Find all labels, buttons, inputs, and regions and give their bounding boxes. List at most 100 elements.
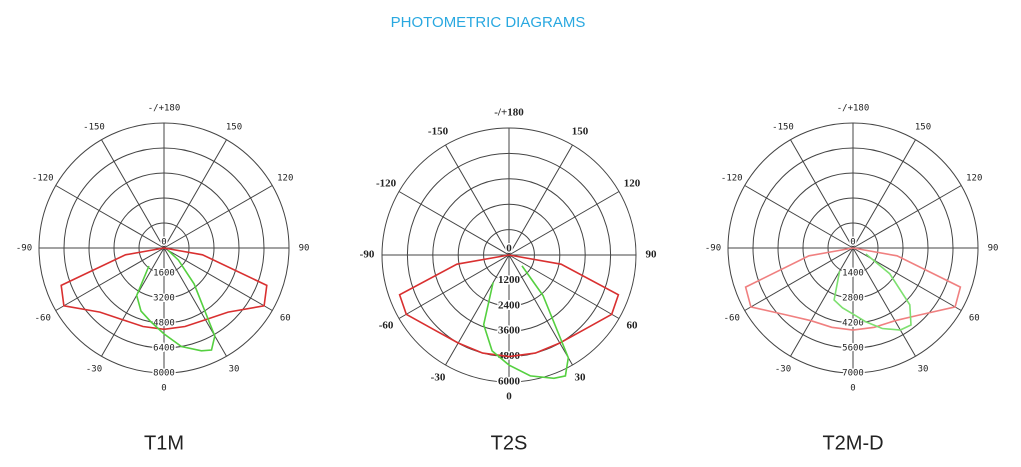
angle-tick-label: -/+180 — [148, 104, 181, 114]
spoke — [508, 254, 620, 319]
angle-tick-label: 90 — [988, 244, 999, 254]
chart-title: T2M-D — [822, 432, 883, 454]
r-tick-label: 2400 — [498, 299, 521, 311]
r-tick-label: 3200 — [153, 294, 175, 304]
r-tick-label: 5600 — [842, 344, 864, 354]
spoke — [101, 139, 165, 249]
angle-tick-label: -120 — [721, 174, 743, 184]
r-tick-label: 8000 — [153, 369, 175, 379]
ring — [777, 172, 929, 324]
angle-tick-label: 0 — [161, 384, 166, 394]
spoke — [852, 185, 962, 249]
spoke — [744, 185, 854, 249]
chart-title: T2S — [491, 432, 528, 454]
ring — [432, 178, 586, 332]
ring — [381, 127, 637, 383]
spoke — [101, 247, 165, 357]
r-tick-label: 0 — [506, 243, 512, 255]
ring — [827, 222, 879, 274]
r-tick-label: 1600 — [153, 269, 175, 279]
polar-chart: -/+180 150 120 90 60 30 0 -30 -60 -90 -120 -150 0 120… — [360, 107, 657, 455]
spoke — [744, 247, 854, 311]
spoke — [852, 139, 916, 249]
angle-tick-label: -120 — [376, 178, 397, 190]
angle-tick-label: -60 — [35, 314, 51, 324]
angle-tick-label: 120 — [277, 174, 293, 184]
r-tick-label: 3600 — [498, 325, 521, 337]
angle-tick-label: 90 — [299, 244, 310, 254]
angle-tick-label: 0 — [850, 384, 855, 394]
r-tick-label: 2800 — [842, 294, 864, 304]
spoke — [163, 247, 227, 357]
curve — [135, 249, 216, 352]
angle-tick-label: 60 — [626, 320, 638, 332]
angle-tick-label: 60 — [969, 314, 980, 324]
angle-tick-label: -120 — [32, 174, 54, 184]
angle-tick-label: -150 — [83, 122, 105, 132]
spoke — [790, 247, 854, 357]
angle-tick-label: 0 — [506, 391, 512, 403]
ring — [63, 147, 265, 349]
angle-tick-label: 30 — [229, 365, 240, 375]
spoke — [852, 247, 916, 357]
spoke — [445, 254, 510, 366]
angle-tick-label: 30 — [575, 372, 587, 384]
r-tick-label: 4800 — [153, 319, 175, 329]
angle-tick-label: -60 — [724, 314, 740, 324]
angle-tick-label: -/+180 — [494, 107, 524, 119]
angle-tick-label: 60 — [280, 314, 291, 324]
angle-tick-label: 150 — [226, 122, 242, 132]
ring — [752, 147, 954, 349]
ring — [138, 222, 190, 274]
spoke — [508, 191, 620, 256]
angle-tick-label: 90 — [646, 249, 658, 261]
angle-tick-label: -150 — [428, 126, 449, 138]
chart-title: T1M — [144, 432, 184, 454]
angle-tick-label: 120 — [624, 178, 641, 190]
page-title: PHOTOMETRIC DIAGRAMS — [391, 14, 586, 31]
curve — [744, 247, 962, 331]
polar-chart: -/+180 150 120 90 60 30 0 -30 -60 -90 -120 -150 0 140… — [705, 104, 999, 455]
r-tick-label: 0 — [850, 238, 855, 248]
angle-tick-label: 30 — [918, 365, 929, 375]
spoke — [55, 185, 165, 249]
angle-tick-label: -90 — [705, 244, 721, 254]
angle-tick-label: -30 — [775, 365, 791, 375]
angle-tick-label: -30 — [86, 365, 102, 375]
r-tick-label: 0 — [161, 238, 166, 248]
angle-tick-label: -30 — [431, 372, 446, 384]
curve — [482, 265, 570, 380]
spoke — [398, 191, 510, 256]
polar-chart: -/+180 150 120 90 60 30 0 -30 -60 -90 -120 -150 0 160… — [16, 104, 310, 455]
ring — [457, 203, 561, 307]
spoke — [508, 144, 573, 256]
r-tick-label: 4200 — [842, 319, 864, 329]
r-tick-label: 1200 — [498, 274, 521, 286]
spoke — [445, 144, 510, 256]
angle-tick-label: -90 — [360, 249, 375, 261]
ring — [113, 197, 215, 299]
ring — [38, 122, 290, 374]
r-tick-label: 7000 — [842, 369, 864, 379]
angle-tick-label: 150 — [915, 122, 931, 132]
curve — [833, 253, 912, 331]
ring — [483, 229, 535, 281]
angle-tick-label: 120 — [966, 174, 982, 184]
angle-tick-label: -60 — [379, 320, 394, 332]
spoke — [790, 139, 854, 249]
spoke — [508, 254, 573, 366]
spoke — [398, 254, 510, 319]
spoke — [163, 185, 273, 249]
spoke — [163, 139, 227, 249]
angle-tick-label: -/+180 — [837, 104, 870, 114]
ring — [88, 172, 240, 324]
angle-tick-label: -90 — [16, 244, 32, 254]
curve — [60, 247, 268, 331]
ring — [727, 122, 979, 374]
spoke — [163, 247, 273, 311]
angle-tick-label: 150 — [572, 126, 589, 138]
curve — [398, 254, 620, 358]
r-tick-label: 6000 — [498, 376, 521, 388]
r-tick-label: 1400 — [842, 269, 864, 279]
